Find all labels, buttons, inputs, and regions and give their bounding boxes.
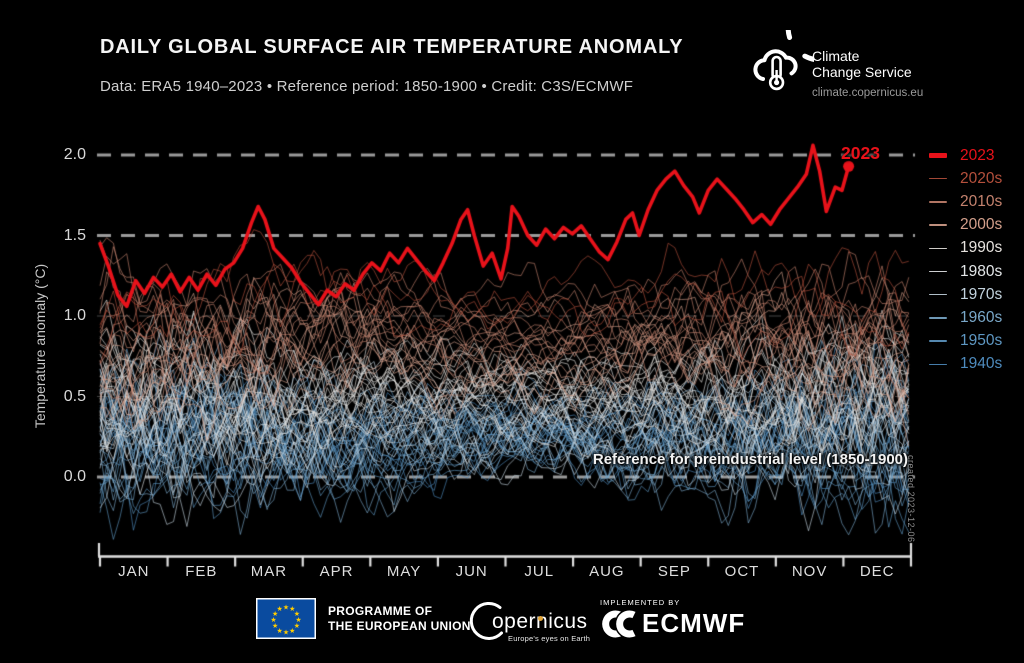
svg-text:★: ★ (289, 605, 295, 613)
copernicus-wordmark: opernicus (492, 610, 588, 633)
month-label: OCT (724, 563, 760, 580)
y-tick-label: 0.0 (63, 468, 86, 485)
svg-text:★: ★ (283, 629, 289, 637)
legend-swatch (929, 317, 947, 319)
eu-programme-line1: PROGRAMME OF (328, 604, 433, 618)
legend-item: 1940s (929, 353, 1002, 376)
legend-label: 2023 (960, 146, 995, 164)
svg-text:★: ★ (294, 622, 300, 630)
month-label: NOV (791, 563, 828, 580)
legend-label: 1980s (960, 262, 1003, 280)
svg-text:★: ★ (272, 622, 278, 630)
legend-label: 1940s (960, 355, 1003, 373)
svg-text:★: ★ (294, 610, 300, 618)
month-label: JUN (455, 563, 488, 580)
legend-swatch (929, 363, 947, 365)
y-tick-label: 0.5 (63, 387, 86, 405)
y-tick-label: 1.0 (63, 307, 86, 324)
svg-text:★: ★ (295, 616, 301, 624)
legend-item: 1990s (929, 237, 1002, 260)
legend-label: 2020s (960, 169, 1003, 187)
svg-text:★: ★ (277, 627, 283, 635)
legend-item: 1960s (929, 306, 1002, 329)
month-label: DEC (859, 563, 895, 580)
legend-label: 2000s (960, 216, 1003, 234)
legend-label: 1960s (960, 308, 1003, 326)
month-label: JAN (118, 563, 150, 580)
legend-item: 2000s (929, 214, 1002, 237)
legend: 2023 2020s 2010s 2000s 1990s 1980s 1970s 1960s 1… (929, 144, 1002, 376)
legend-swatch (929, 270, 947, 273)
legend-label: 1990s (960, 239, 1003, 257)
copernicus-tagline: Europe's eyes on Earth (508, 634, 591, 643)
eu-programme-label: PROGRAMME OF THE EUROPEAN UNION (328, 604, 471, 634)
svg-text:★: ★ (277, 605, 283, 613)
copernicus-satellite-dot-icon (538, 616, 543, 621)
svg-text:★: ★ (270, 616, 276, 624)
legend-swatch (929, 224, 947, 226)
svg-text:★: ★ (289, 627, 295, 635)
month-label: FEB (185, 563, 218, 580)
y-axis-ticks: 2.0 1.5 1.0 0.5 0.0 (38, 0, 86, 663)
legend-label: 2010s (960, 192, 1003, 210)
ecmwf-wordmark: ECMWF (642, 608, 746, 638)
created-date-label: created 2023-12-06 (906, 455, 916, 543)
legend-item: 2023 (929, 144, 1002, 167)
legend-swatch (929, 153, 947, 159)
legend-swatch (929, 247, 947, 250)
legend-swatch (929, 294, 947, 296)
eu-programme-line2: THE EUROPEAN UNION (328, 619, 471, 633)
legend-item: 1950s (929, 330, 1002, 353)
series-2023-label: 2023 (841, 143, 880, 163)
svg-text:★: ★ (272, 610, 278, 618)
month-label: JUL (524, 563, 555, 580)
legend-item: 1970s (929, 283, 1002, 306)
month-label: APR (319, 563, 354, 580)
legend-item: 2020s (929, 167, 1002, 190)
y-tick-label: 2.0 (63, 146, 86, 163)
y-tick-label: 1.5 (63, 226, 86, 244)
copernicus-c-icon (469, 602, 503, 640)
legend-label: 1950s (960, 332, 1003, 350)
month-label: MAY (386, 563, 422, 580)
month-label: MAR (250, 563, 288, 580)
month-label: SEP (657, 563, 691, 580)
legend-label: 1970s (960, 285, 1003, 303)
legend-swatch (929, 340, 947, 342)
ecmwf-logo-icon (602, 610, 637, 638)
legend-item: 2010s (929, 190, 1002, 213)
legend-swatch (929, 201, 947, 203)
preindustrial-annotation: Reference for preindustrial level (1850-… (592, 451, 908, 468)
implemented-by-label: IMPLEMENTED BY (600, 598, 681, 607)
legend-item: 1980s (929, 260, 1002, 283)
eu-flag-icon: ★ ★★ ★★★ ★★★ ★★★ (256, 598, 316, 639)
legend-swatch (929, 178, 947, 180)
month-label: AUG (589, 563, 625, 580)
x-axis-months: JAN FEB MAR APR MAY JUN JUL AUG SEP OCT NOV DEC (100, 563, 911, 580)
svg-text:★: ★ (283, 604, 289, 612)
